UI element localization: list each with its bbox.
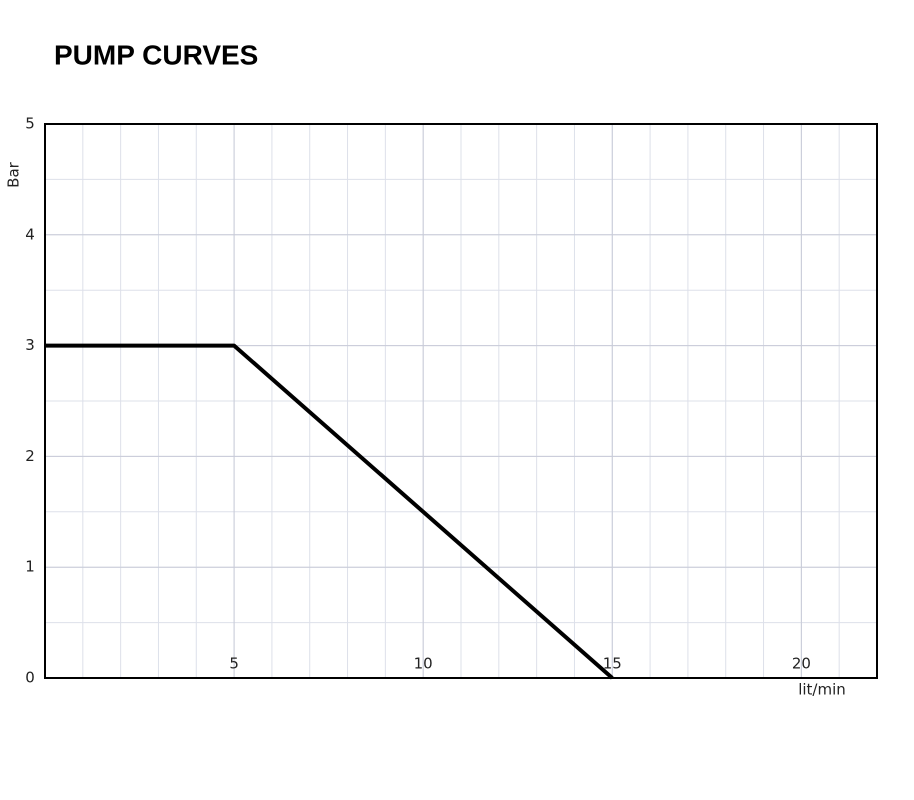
- x-tick-label: 15: [603, 655, 622, 673]
- y-tick-label: 4: [25, 225, 35, 243]
- plot-frame: [44, 123, 878, 679]
- x-tick-label: 20: [792, 655, 811, 673]
- y-tick-label: 0: [25, 669, 35, 687]
- y-tick-label: 1: [25, 558, 35, 576]
- x-tick-label: 10: [414, 655, 433, 673]
- chart-title: PUMP CURVES: [54, 39, 258, 70]
- x-tick-label: 5: [229, 655, 239, 673]
- y-tick-label: 5: [25, 115, 35, 133]
- data-line: [45, 343, 614, 680]
- y-tick-label: 2: [25, 447, 35, 465]
- y-tick-label: 3: [25, 336, 35, 354]
- y-axis-label: Bar: [5, 161, 23, 187]
- x-axis-label: lit/min: [798, 681, 846, 699]
